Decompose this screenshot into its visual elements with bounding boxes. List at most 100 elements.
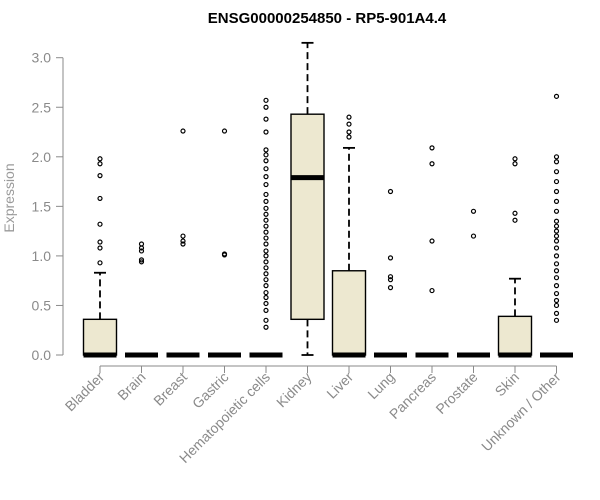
outlier-point bbox=[180, 128, 186, 134]
box-body bbox=[331, 270, 367, 356]
outlier-point bbox=[221, 251, 228, 257]
outlier-point bbox=[221, 128, 228, 134]
outlier-point bbox=[263, 116, 269, 122]
outlier-point bbox=[263, 271, 269, 277]
outlier-point bbox=[553, 302, 560, 309]
outlier-point bbox=[263, 181, 269, 188]
box-hematopoietic-cells bbox=[249, 97, 283, 358]
outlier-point bbox=[263, 158, 269, 164]
box-liver bbox=[331, 114, 367, 358]
outlier-point bbox=[553, 233, 560, 239]
outlier-point bbox=[263, 152, 269, 158]
outlier-point bbox=[553, 253, 560, 259]
outlier-point bbox=[97, 161, 103, 167]
outlier-point bbox=[553, 188, 560, 195]
outlier-point bbox=[346, 121, 352, 127]
outlier-point bbox=[553, 154, 560, 160]
outlier-point bbox=[553, 223, 560, 229]
box-body bbox=[290, 113, 325, 321]
x-tick-label: Unknown / Other bbox=[478, 369, 564, 455]
outlier-point bbox=[553, 317, 560, 323]
y-tick-label: 0.0 bbox=[32, 347, 52, 363]
outlier-point bbox=[263, 211, 269, 217]
outlier-point bbox=[263, 229, 269, 235]
box-body bbox=[82, 318, 118, 356]
x-tick-label: Bladder bbox=[62, 369, 108, 415]
outlier-point bbox=[387, 277, 394, 283]
outlier-point bbox=[263, 241, 269, 247]
outlier-point bbox=[553, 275, 560, 281]
box-brain bbox=[125, 241, 158, 358]
y-tick-label: 3.0 bbox=[32, 50, 52, 66]
outlier-point bbox=[553, 297, 560, 304]
box-unknown-other bbox=[540, 93, 573, 358]
outlier-point bbox=[263, 300, 269, 307]
outlier-point bbox=[263, 277, 269, 283]
box-bladder bbox=[82, 156, 118, 358]
outlier-point bbox=[97, 221, 103, 227]
outlier-point bbox=[553, 245, 560, 251]
box-breast bbox=[166, 128, 200, 358]
y-tick-label: 1.5 bbox=[32, 198, 52, 214]
y-tick-label: 2.5 bbox=[32, 99, 52, 115]
outlier-point bbox=[470, 208, 477, 214]
outlier-point bbox=[138, 241, 145, 247]
x-tick-label: Prostate bbox=[432, 369, 480, 417]
y-tick-label: 0.5 bbox=[32, 297, 52, 313]
outlier-point bbox=[263, 265, 269, 271]
box-kidney bbox=[290, 41, 325, 356]
outlier-point bbox=[263, 324, 269, 330]
outlier-point bbox=[138, 248, 145, 254]
y-axis: 0.0 0.5 1.0 1.5 2.0 2.5 3.0 bbox=[32, 50, 64, 363]
outlier-point bbox=[97, 173, 103, 179]
outlier-point bbox=[138, 257, 145, 263]
outlier-point bbox=[429, 145, 435, 151]
outlier-point bbox=[263, 289, 269, 296]
box-pancreas bbox=[415, 145, 449, 358]
outlier-point bbox=[97, 260, 103, 266]
outlier-point bbox=[346, 129, 352, 135]
outlier-point bbox=[263, 217, 269, 223]
box-skin bbox=[497, 156, 533, 358]
outlier-point bbox=[263, 235, 269, 241]
outlier-point bbox=[512, 161, 518, 167]
outlier-point bbox=[97, 245, 103, 251]
outlier-point bbox=[470, 233, 477, 239]
outlier-point bbox=[263, 223, 269, 229]
outlier-point bbox=[429, 287, 435, 294]
outlier-point bbox=[553, 238, 560, 244]
outlier-point bbox=[553, 290, 560, 297]
outlier-point bbox=[512, 210, 518, 216]
outlier-point bbox=[512, 217, 518, 223]
outlier-point bbox=[553, 208, 560, 214]
outlier-point bbox=[138, 259, 145, 265]
outlier-point bbox=[387, 188, 394, 195]
outlier-point bbox=[553, 261, 560, 267]
y-tick-label: 1.0 bbox=[32, 248, 52, 264]
outlier-point bbox=[263, 317, 269, 323]
outlier-point bbox=[553, 283, 560, 289]
x-tick-label: Kidney bbox=[273, 369, 315, 411]
outlier-point bbox=[346, 134, 352, 140]
outlier-point bbox=[97, 195, 103, 202]
outlier-point bbox=[553, 169, 560, 175]
outlier-point bbox=[263, 283, 269, 289]
outlier-point bbox=[429, 161, 435, 167]
chart-title: ENSG00000254850 - RP5-901A4.4 bbox=[208, 10, 447, 27]
box-body bbox=[497, 315, 533, 356]
outlier-point bbox=[263, 104, 269, 110]
y-tick-label: 2.0 bbox=[32, 149, 52, 165]
x-tick-label: Skin bbox=[492, 369, 523, 400]
outlier-point bbox=[429, 238, 435, 244]
outlier-point bbox=[553, 228, 560, 234]
box-gastric bbox=[208, 128, 241, 358]
outlier-point bbox=[263, 166, 269, 172]
outlier-point bbox=[263, 191, 269, 198]
outlier-point bbox=[553, 268, 560, 274]
outlier-point bbox=[180, 241, 186, 247]
outlier-point bbox=[553, 93, 560, 99]
outlier-point bbox=[263, 259, 269, 265]
outlier-point bbox=[263, 198, 269, 204]
